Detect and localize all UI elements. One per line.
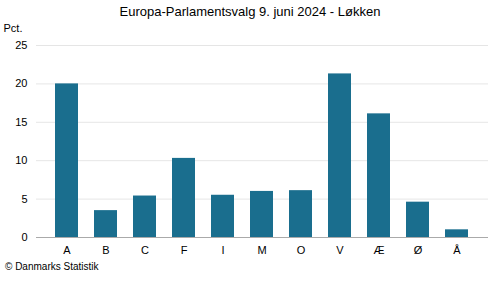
svg-text:I: I xyxy=(221,244,224,256)
svg-text:0: 0 xyxy=(21,231,27,243)
svg-text:M: M xyxy=(257,244,266,256)
svg-text:25: 25 xyxy=(15,39,27,51)
svg-text:5: 5 xyxy=(21,193,27,205)
svg-text:Ø: Ø xyxy=(414,244,423,256)
svg-text:B: B xyxy=(102,244,109,256)
svg-text:V: V xyxy=(336,244,344,256)
svg-text:A: A xyxy=(63,244,71,256)
svg-text:C: C xyxy=(141,244,149,256)
svg-text:F: F xyxy=(181,244,188,256)
svg-text:10: 10 xyxy=(15,154,27,166)
svg-text:Pct.: Pct. xyxy=(4,22,23,34)
svg-text:Æ: Æ xyxy=(374,244,385,256)
svg-text:O: O xyxy=(297,244,306,256)
html-text:© Danmarks Statistik: © Danmarks Statistik xyxy=(5,261,99,272)
svg-text:Å: Å xyxy=(453,244,461,256)
svg-text:20: 20 xyxy=(15,77,27,89)
html-text:Europa-Parlamentsvalg 9. juni: Europa-Parlamentsvalg 9. juni 2024 - Løk… xyxy=(119,4,381,19)
svg-text:15: 15 xyxy=(15,116,27,128)
